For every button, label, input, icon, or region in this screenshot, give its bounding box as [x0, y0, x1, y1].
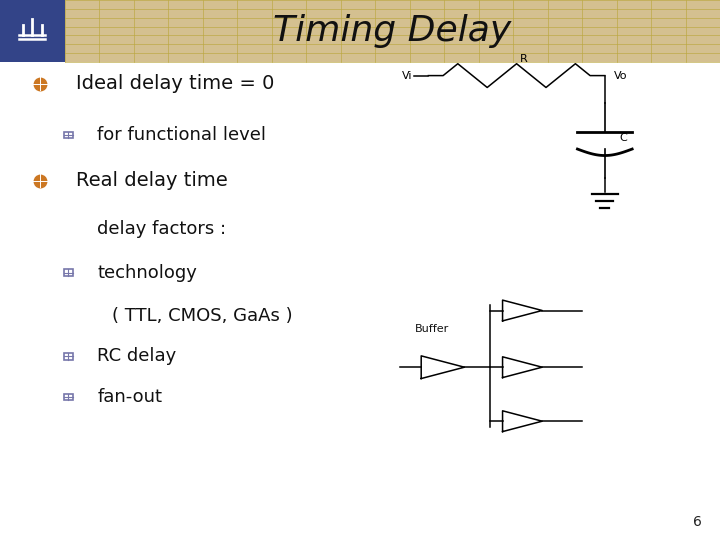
- Text: delay factors :: delay factors :: [97, 220, 226, 239]
- Text: Real delay time: Real delay time: [76, 171, 228, 191]
- FancyBboxPatch shape: [0, 0, 720, 62]
- Text: 6: 6: [693, 515, 702, 529]
- Text: fan-out: fan-out: [97, 388, 162, 406]
- Text: C: C: [619, 133, 627, 143]
- Text: RC delay: RC delay: [97, 347, 176, 366]
- Text: for functional level: for functional level: [97, 126, 266, 144]
- Text: Vo: Vo: [614, 71, 628, 80]
- Text: Timing Delay: Timing Delay: [274, 14, 511, 48]
- Text: ( TTL, CMOS, GaAs ): ( TTL, CMOS, GaAs ): [112, 307, 292, 325]
- Text: R: R: [520, 55, 528, 64]
- Text: Buffer: Buffer: [415, 325, 449, 334]
- FancyBboxPatch shape: [0, 0, 65, 62]
- Text: Ideal delay time = 0: Ideal delay time = 0: [76, 74, 274, 93]
- Text: technology: technology: [97, 264, 197, 282]
- Text: Vi: Vi: [402, 71, 413, 80]
